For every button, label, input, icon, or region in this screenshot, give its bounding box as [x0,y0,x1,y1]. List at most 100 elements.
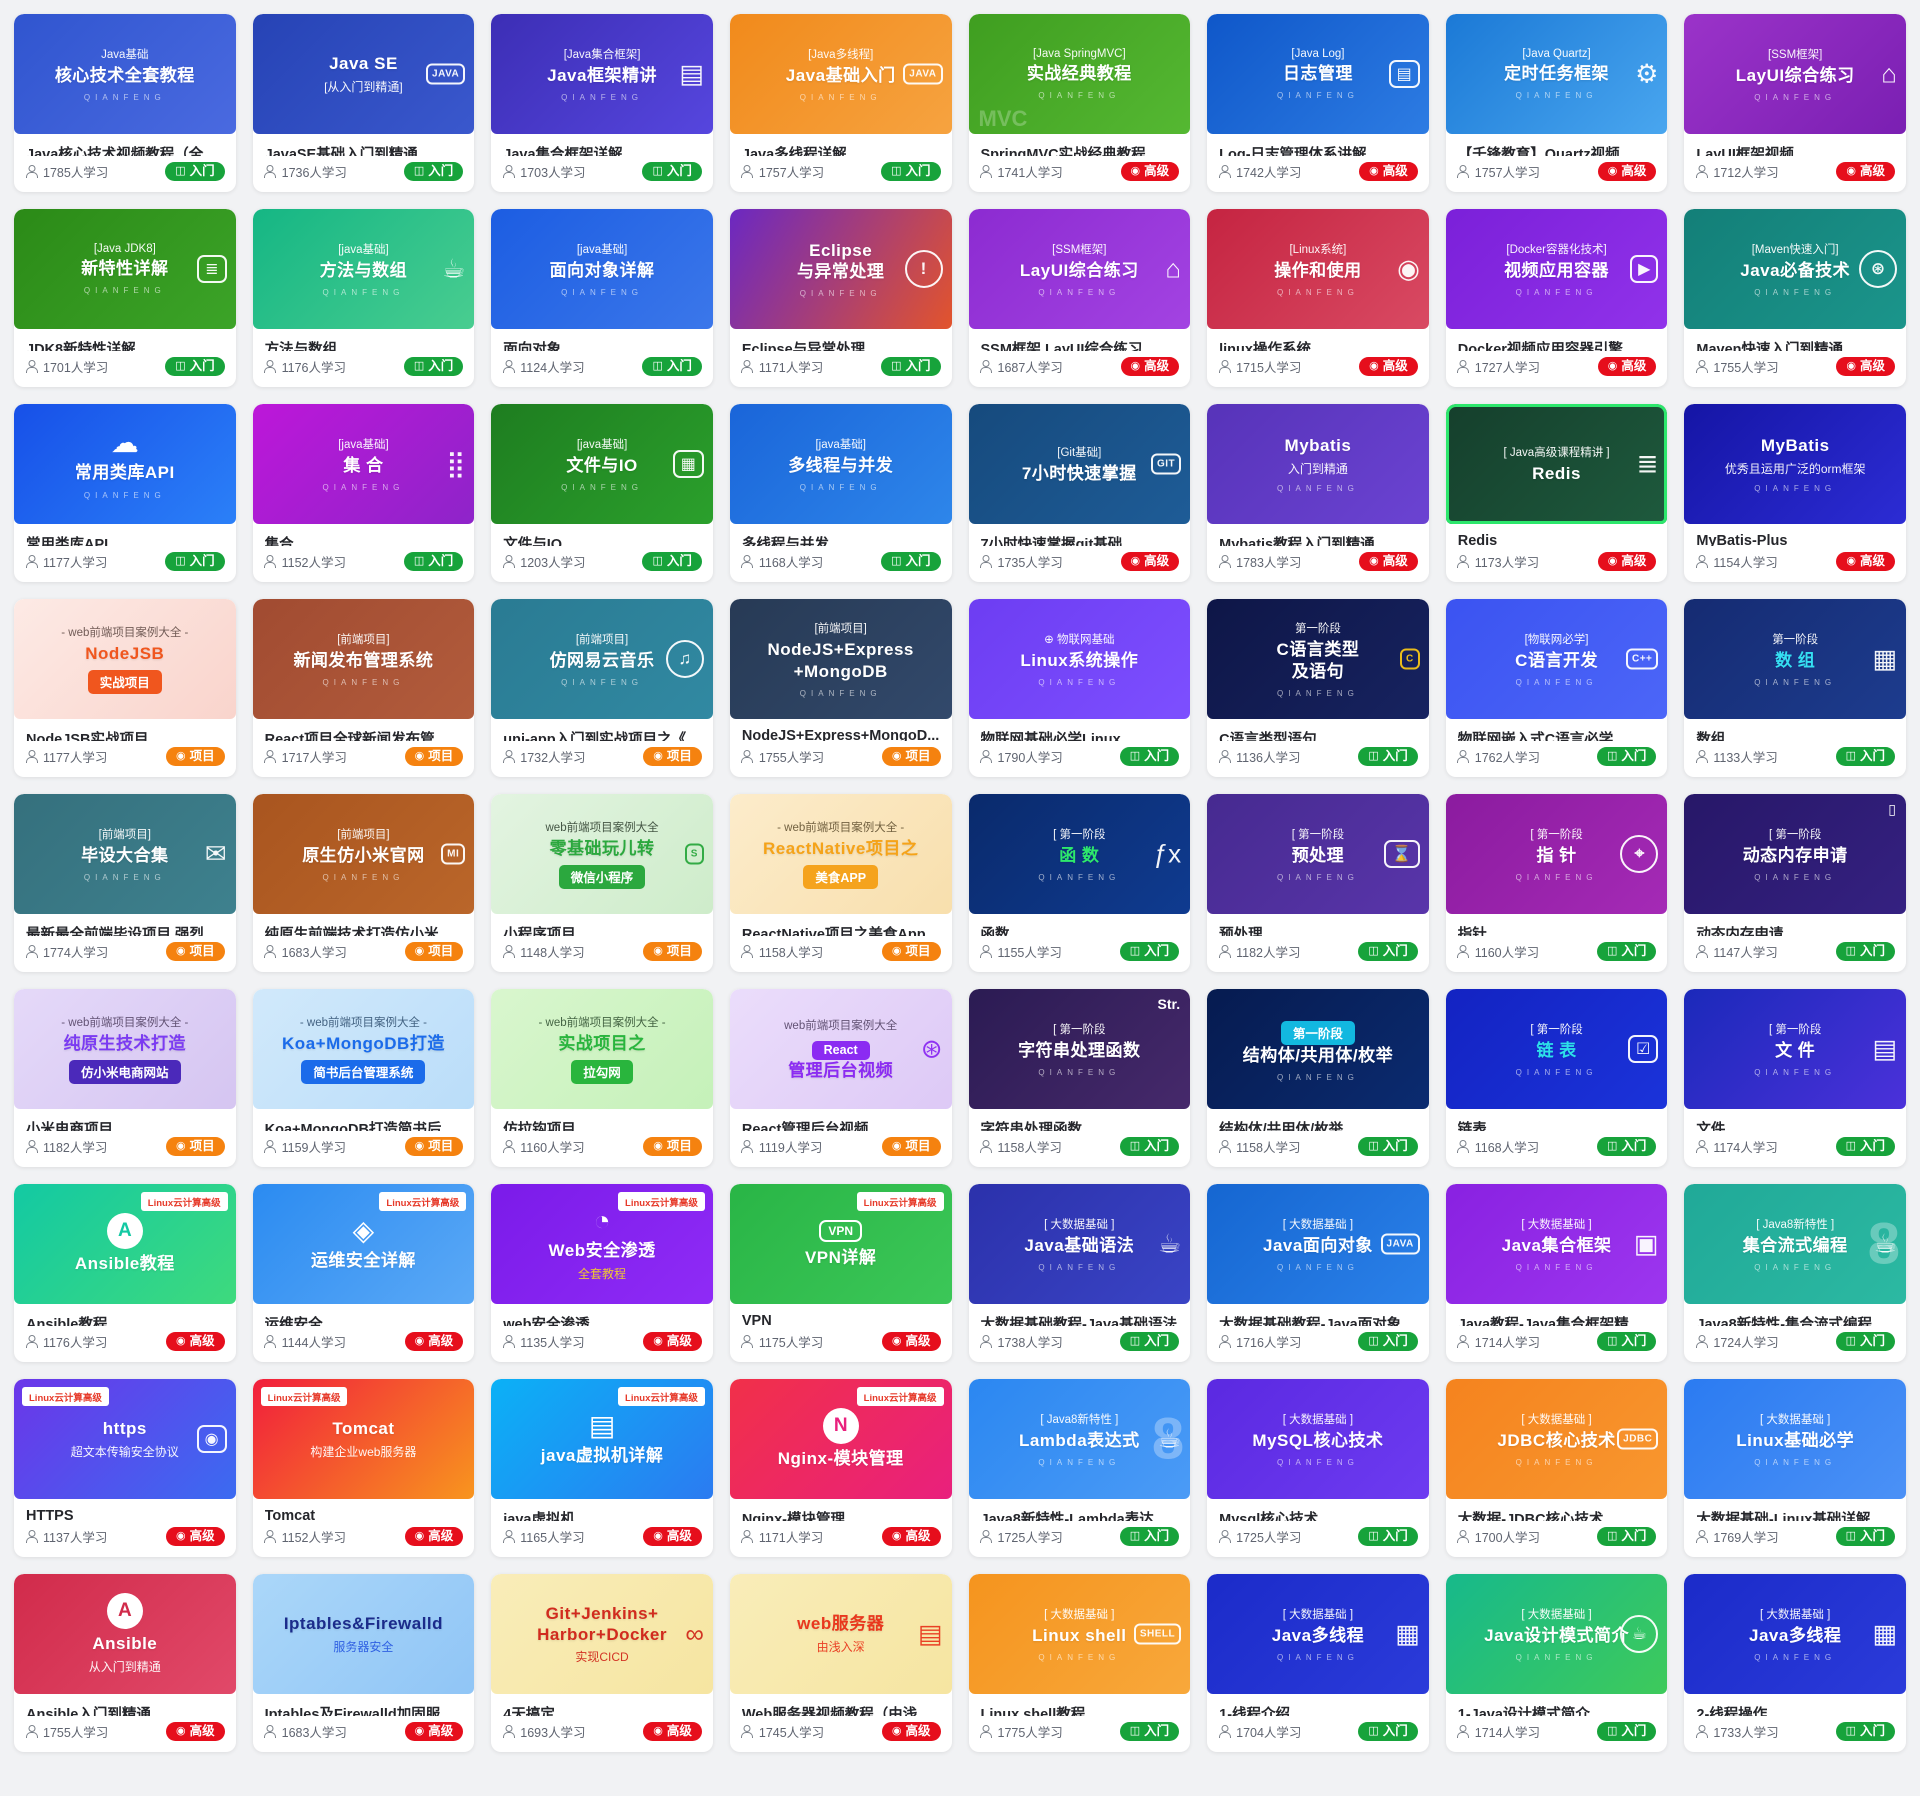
card-thumbnail[interactable]: web前端项目案例大全 零基础玩儿转 微信小程序 S [491,794,713,914]
course-title[interactable]: Eclipse与异常处理 [741,342,866,351]
card-thumbnail[interactable]: A Ansible 从入门到精通 [14,1574,236,1694]
course-title[interactable]: Docker视频应用容器引擎 [1457,342,1623,351]
card-thumbnail[interactable]: [Java Log] 日志管理 QIANFENG ▤ [1207,14,1429,134]
course-title[interactable]: 最新最全前端毕设项目 强烈建... [26,927,224,936]
course-card[interactable]: [ Java8新特性 ] 集合流式编程 QIANFENG ☕ 8 Java8新特性-集… [1684,1184,1906,1362]
card-thumbnail[interactable]: web服务器 由浅入深 ▤ [729,1574,952,1694]
course-card[interactable]: [Java Log] 日志管理 QIANFENG ▤ Log-日志管理体系讲解 17… [1207,14,1429,192]
course-card[interactable]: [ 第一阶段 字符串处理函数 QIANFENG Str. 字符串处理函数 1158人… [968,989,1191,1167]
course-title[interactable]: 1-Java设计模式简介 [1457,1707,1590,1716]
course-card[interactable]: [Linux系统] 操作和使用 QIANFENG ◉ linux操作系统 1715人… [1207,209,1429,387]
course-title[interactable]: uni-app入门到实战项目之《仿... [503,732,701,741]
course-card[interactable]: Java基础 核心技术全套教程 QIANFENG Java核心技术视频教程（全套） … [14,14,236,192]
card-thumbnail[interactable]: [ 大数据基础 ] Java集合框架 QIANFENG ▣ [1445,1184,1668,1304]
card-thumbnail[interactable]: Java基础 核心技术全套教程 QIANFENG [14,14,236,134]
card-thumbnail[interactable]: [ 大数据基础 ] Java面向对象 QIANFENG JAVA [1207,1184,1429,1304]
course-card[interactable]: [SSM框架] LayUI综合练习 QIANFENG ⌂ SSM框架 LayUI综合… [968,209,1191,387]
course-title[interactable]: 大数据基础-Linux基础详解课程 [1696,1512,1894,1521]
course-card[interactable]: [ 大数据基础 ] MySQL核心技术 QIANFENG Mysql核心技术 172… [1207,1379,1429,1557]
course-card[interactable]: ◔ Web安全渗透 全套教程 Linux云计算高级 web安全渗透 1135人学习 … [491,1184,713,1362]
card-thumbnail[interactable]: ▤ java虚拟机详解 Linux云计算高级 [491,1379,713,1499]
course-card[interactable]: VPN VPN详解 Linux云计算高级 VPN 1175人学习 ◉ 高级 [729,1184,952,1362]
course-title[interactable]: Linux shell教程 [980,1707,1086,1716]
card-thumbnail[interactable]: [ 第一阶段 字符串处理函数 QIANFENG Str. [968,989,1191,1109]
course-title[interactable]: 小程序项目 [503,927,576,936]
course-title[interactable]: NodeJS+Express+MongoD... [741,728,940,741]
course-title[interactable]: React管理后台视频 [741,1122,869,1131]
course-title[interactable]: Log-日志管理体系讲解 [1219,147,1367,156]
card-thumbnail[interactable]: A Ansible教程 Linux云计算高级 [14,1184,236,1304]
course-title[interactable]: 2-线程操作 [1696,1707,1768,1716]
course-card[interactable]: [ 大数据基础 ] Linux基础必学 QIANFENG 大数据基础-Linux基础… [1684,1379,1906,1557]
card-thumbnail[interactable]: [ 大数据基础 ] MySQL核心技术 QIANFENG [1207,1379,1429,1499]
card-thumbnail[interactable]: [ 大数据基础 ] Java设计模式简介 QIANFENG ☕ [1445,1574,1668,1694]
course-card[interactable]: Eclipse 与异常处理 QIANFENG ! Eclipse与异常处理 1171… [729,209,952,387]
card-thumbnail[interactable]: 第一阶段 结构体/共用体/枚举 QIANFENG [1207,989,1429,1109]
card-thumbnail[interactable]: [Java JDK8] 新特性详解 QIANFENG ≣ [14,209,236,329]
card-thumbnail[interactable]: ⊕ 物联网基础 Linux系统操作 QIANFENG [968,599,1191,719]
course-card[interactable]: - web前端项目案例大全 - ReactNative项目之 美食APP React… [729,794,952,972]
course-card[interactable]: [ 大数据基础 ] Java基础语法 QIANFENG ☕ 大数据基础教程-Java… [968,1184,1191,1362]
course-card[interactable]: [ 第一阶段指 针 QIANFENG ⌖ 指针 1160人学习 ◫ 入门 [1445,794,1668,972]
course-card[interactable]: Iptables&Firewalld 服务器安全 Iptables及Firewal… [252,1574,475,1752]
card-thumbnail[interactable]: [Java Quartz] 定时任务框架 QIANFENG ⚙ [1445,14,1668,134]
course-card[interactable]: MyBatis 优秀且运用广泛的orm框架 QIANFENG MyBatis-Plu… [1684,404,1906,582]
course-card[interactable]: [ 大数据基础 ] Java集合框架 QIANFENG ▣ Java教程-Java集… [1445,1184,1668,1362]
course-card[interactable]: web前端项目案例大全 React 管理后台视频 ⊛ React管理后台视频 111… [729,989,952,1167]
course-card[interactable]: [ 大数据基础 ] JDBC核心技术 QIANFENG JDBC 大数据-JDBC核… [1445,1379,1668,1557]
course-card[interactable]: https 超文本传输安全协议 Linux云计算高级 ◉ HTTPS 1137人学习… [14,1379,236,1557]
card-thumbnail[interactable]: [ 大数据基础 ] Linux基础必学 QIANFENG [1684,1379,1906,1499]
card-thumbnail[interactable]: - web前端项目案例大全 - Koa+MongoDB打造 简书后台管理系统 [252,989,475,1109]
course-card[interactable]: ▤ java虚拟机详解 Linux云计算高级 java虚拟机 1165人学习 ◉ 高… [491,1379,713,1557]
course-title[interactable]: Koa+MongoDB打造简书后台... [264,1122,463,1131]
course-title[interactable]: HTTPS [26,1508,74,1521]
course-card[interactable]: [前端项目] 毕设大合集 QIANFENG ✉ 最新最全前端毕设项目 强烈建... … [14,794,236,972]
card-thumbnail[interactable]: [Java集合框架] Java框架精讲 QIANFENG ▤ [491,14,713,134]
course-title[interactable]: Maven快速入门到精通 [1696,342,1844,351]
card-thumbnail[interactable]: [java基础] 多线程与并发 QIANFENG [729,404,952,524]
course-card[interactable]: web服务器 由浅入深 ▤ Web服务器视频教程（由浅入... 1745人学习 ◉… [729,1574,952,1752]
course-card[interactable]: A Ansible 从入门到精通 Ansible入门到精通 1755人学习 ◉ 高级 [14,1574,236,1752]
card-thumbnail[interactable]: [前端项目] 新闻发布管理系统 QIANFENG [252,599,475,719]
course-title[interactable]: 1-线程介绍 [1219,1707,1291,1716]
card-thumbnail[interactable]: ◈ 运维安全详解 Linux云计算高级 [252,1184,475,1304]
course-title[interactable]: Ansible教程 [26,1317,108,1326]
course-title[interactable]: 7小时快速掌握git基础 [980,537,1123,546]
course-title[interactable]: JDK8新特性详解 [26,342,136,351]
card-thumbnail[interactable]: [前端项目] NodeJS+Express +MongoDB QIANFENG [729,599,952,719]
course-card[interactable]: [ 第一阶段 预处理 QIANFENG ⌛ 预处理 1182人学习 ◫ 入门 [1207,794,1429,972]
course-card[interactable]: [java基础] 方法与数组 QIANFENG ☕ 方法与数组 1176人学习 ◫ 入… [252,209,475,387]
course-title[interactable]: 多线程与并发 [741,537,829,546]
card-thumbnail[interactable]: N Nginx-模块管理 Linux云计算高级 [729,1379,952,1499]
course-title[interactable]: 小米电商项目 [26,1122,113,1131]
course-title[interactable]: Redis [1457,533,1498,546]
card-thumbnail[interactable]: Iptables&Firewalld 服务器安全 [252,1574,475,1694]
course-card[interactable]: [ 第一阶段 动态内存申请 QIANFENG ▯ 动态内存申请 1147人学习 ◫ 入… [1684,794,1906,972]
card-thumbnail[interactable]: ☁ 常用类库API QIANFENG [14,404,236,524]
course-card[interactable]: [Maven快速入门] Java必备技术 QIANFENG ⊛ Maven快速入门到… [1684,209,1906,387]
card-thumbnail[interactable]: [Java SpringMVC] 实战经典教程 QIANFENG MVC [968,14,1191,134]
card-thumbnail[interactable]: [前端项目] 毕设大合集 QIANFENG ✉ [14,794,236,914]
course-card[interactable]: [ 第一阶段函 数 QIANFENG ƒx 函数 1155人学习 ◫ 入门 [968,794,1191,972]
course-card[interactable]: 第一阶段 C语言类型 及语句 QIANFENG C C语言类型语句 1136人学习 ◫… [1207,599,1429,777]
course-card[interactable]: [ 第一阶段链 表 QIANFENG ☑ 链表 1168人学习 ◫ 入门 [1445,989,1668,1167]
course-card[interactable]: [java基础] 集 合 QIANFENG ⣿ 集合 1152人学习 ◫ 入门 [252,404,475,582]
course-card[interactable]: [Java集合框架] Java框架精讲 QIANFENG ▤ Java集合框架详解 … [491,14,713,192]
course-card[interactable]: ◈ 运维安全详解 Linux云计算高级 运维安全 1144人学习 ◉ 高级 [252,1184,475,1362]
card-thumbnail[interactable]: [java基础] 文件与IO QIANFENG ▦ [491,404,713,524]
course-title[interactable]: 仿拉钩项目 [503,1122,576,1131]
card-thumbnail[interactable]: [前端项目] 原生仿小米官网 QIANFENG MI [252,794,475,914]
card-thumbnail[interactable]: [ 大数据基础 ] JDBC核心技术 QIANFENG JDBC [1445,1379,1668,1499]
course-card[interactable]: [前端项目] 新闻发布管理系统 QIANFENG React项目全球新闻发布管理系统… [252,599,475,777]
course-title[interactable]: Java8新特性-集合流式编程（... [1696,1317,1894,1326]
course-title[interactable]: Web服务器视频教程（由浅入... [741,1707,940,1716]
course-card[interactable]: [ Java高级课程精讲 ] Redis ≣ Redis 1173人学习 ◉ 高级 [1445,404,1668,582]
course-title[interactable]: Java多线程详解 [741,147,847,156]
course-title[interactable]: JavaSE基础入门到精通 [264,147,418,156]
course-title[interactable]: 面向对象 [503,342,562,351]
course-title[interactable]: LayUI框架视频 [1696,147,1794,156]
course-card[interactable]: [ 大数据基础 ] Java面向对象 QIANFENG JAVA 大数据基础教程-J… [1207,1184,1429,1362]
card-thumbnail[interactable]: [ 大数据基础 ] Linux shell QIANFENG SHELL [968,1574,1191,1694]
course-title[interactable]: 链表 [1457,1122,1487,1131]
course-card[interactable]: [前端项目] NodeJS+Express +MongoDB QIANFENG Nod… [729,599,952,777]
